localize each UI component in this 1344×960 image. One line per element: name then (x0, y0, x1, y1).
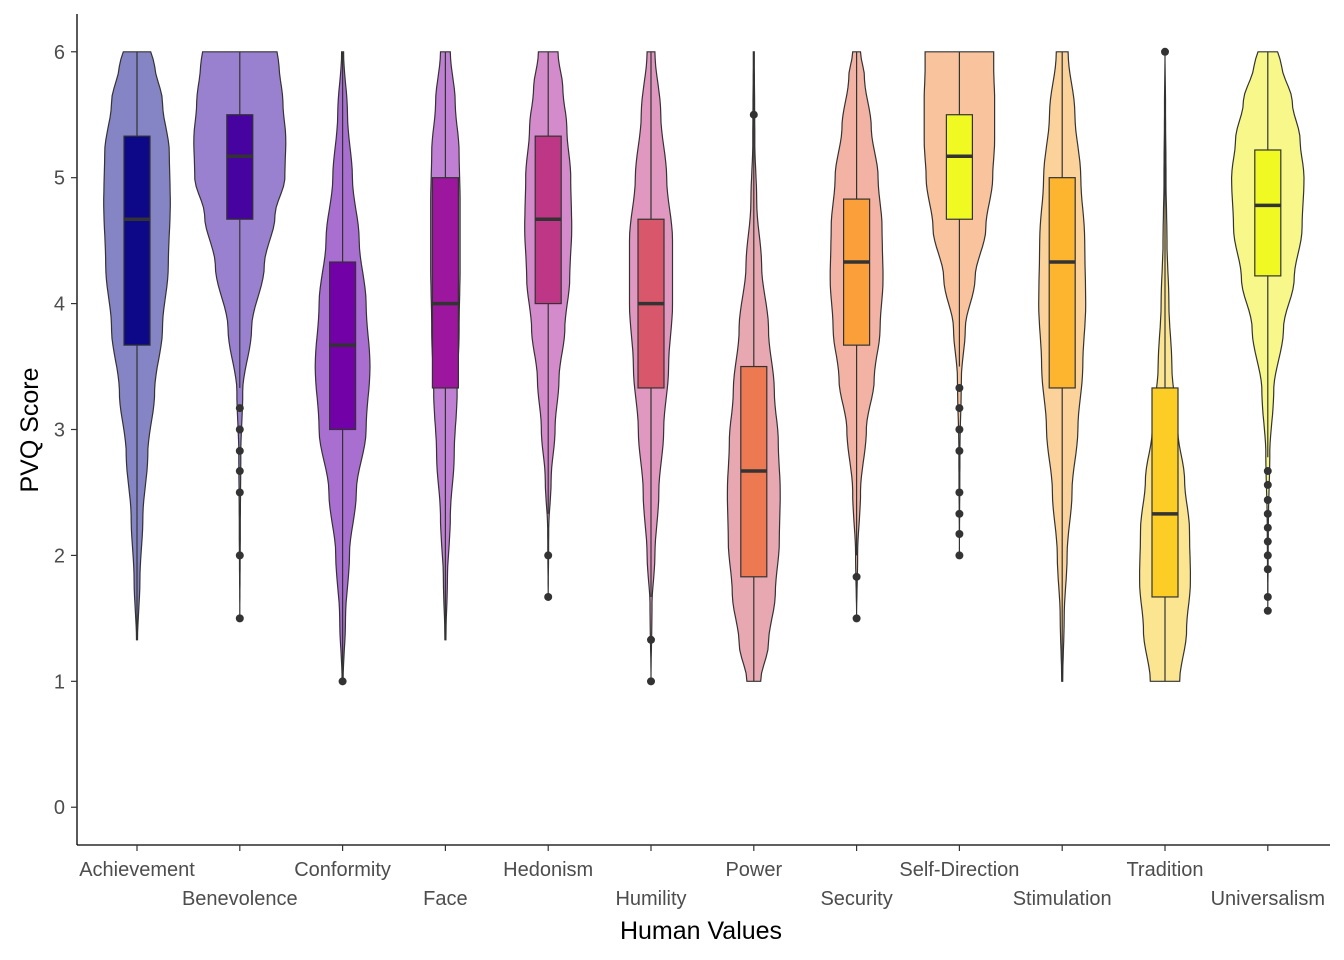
outlier-benevolence-3 (235, 467, 244, 476)
outlier-benevolence-6 (235, 614, 244, 623)
y-tick-label-6: 6 (54, 42, 65, 64)
outlier-humility-1 (647, 677, 655, 686)
y-tick-label-1: 1 (54, 671, 65, 693)
outlier-benevolence-4 (235, 488, 244, 497)
outlier-benevolence-1 (235, 425, 244, 434)
outlier-tradition-0 (1161, 47, 1169, 56)
outlier-security-1 (852, 614, 861, 623)
outlier-universalism-4 (1263, 523, 1272, 532)
box-achievement (123, 135, 151, 346)
x-tick-label-hedonism: Hedonism (503, 859, 593, 881)
x-tick-label-humility: Humility (615, 888, 686, 910)
outlier-self-direction-0 (955, 383, 964, 392)
outlier-benevolence-5 (235, 551, 244, 560)
outlier-universalism-6 (1263, 551, 1272, 560)
outlier-universalism-7 (1263, 565, 1272, 574)
x-tick-label-security: Security (820, 888, 892, 910)
outlier-hedonism-1 (544, 592, 553, 601)
y-axis-title: PVQ Score (16, 367, 44, 492)
x-tick-label-benevolence: Benevolence (182, 888, 298, 910)
outlier-hedonism-0 (544, 551, 553, 560)
outlier-universalism-0 (1263, 467, 1272, 476)
box-stimulation (1048, 177, 1076, 389)
x-tick-label-conformity: Conformity (294, 859, 391, 881)
outlier-self-direction-4 (955, 488, 964, 497)
outlier-self-direction-2 (955, 425, 964, 434)
x-axis-title: Human Values (620, 917, 782, 945)
outlier-universalism-9 (1263, 606, 1272, 615)
y-tick-label-4: 4 (54, 294, 65, 316)
outlier-benevolence-0 (235, 404, 244, 413)
outlier-self-direction-3 (955, 446, 964, 455)
outlier-conformity-0 (338, 677, 347, 686)
outlier-self-direction-6 (955, 530, 964, 539)
y-tick-label-0: 0 (54, 797, 65, 819)
box-face (431, 177, 459, 389)
outlier-universalism-3 (1263, 509, 1272, 518)
x-tick-label-universalism: Universalism (1211, 888, 1325, 910)
outlier-self-direction-1 (955, 404, 964, 413)
outlier-humility-0 (647, 635, 655, 644)
x-tick-label-power: Power (725, 859, 782, 881)
y-tick-label-2: 2 (54, 545, 65, 567)
x-tick-label-face: Face (423, 888, 467, 910)
outlier-self-direction-7 (955, 551, 964, 560)
outlier-universalism-5 (1263, 537, 1272, 546)
outlier-universalism-8 (1263, 592, 1272, 601)
y-tick-label-5: 5 (54, 168, 65, 190)
box-benevolence (226, 114, 254, 220)
violins-layer (103, 51, 1305, 682)
x-tick-label-stimulation: Stimulation (1013, 888, 1112, 910)
box-security (842, 198, 871, 346)
x-tick-label-tradition: Tradition (1126, 859, 1203, 881)
box-tradition (1151, 387, 1179, 598)
outlier-universalism-1 (1263, 480, 1272, 489)
outlier-power-0 (749, 110, 758, 119)
ticks-layer: 0 1 2 3 4 5 6 Achievement Benevolence Conformity F… (54, 42, 1325, 910)
outlier-security-0 (852, 572, 861, 581)
outlier-benevolence-2 (235, 446, 244, 455)
outlier-universalism-2 (1263, 496, 1272, 505)
y-tick-label-3: 3 (54, 420, 65, 442)
box-self-direction (945, 114, 974, 220)
x-tick-label-self-direction: Self-Direction (899, 859, 1019, 881)
box-universalism (1254, 149, 1282, 277)
outlier-self-direction-5 (955, 509, 964, 518)
boxes-layer (123, 47, 1282, 686)
x-tick-label-achievement: Achievement (79, 859, 195, 881)
